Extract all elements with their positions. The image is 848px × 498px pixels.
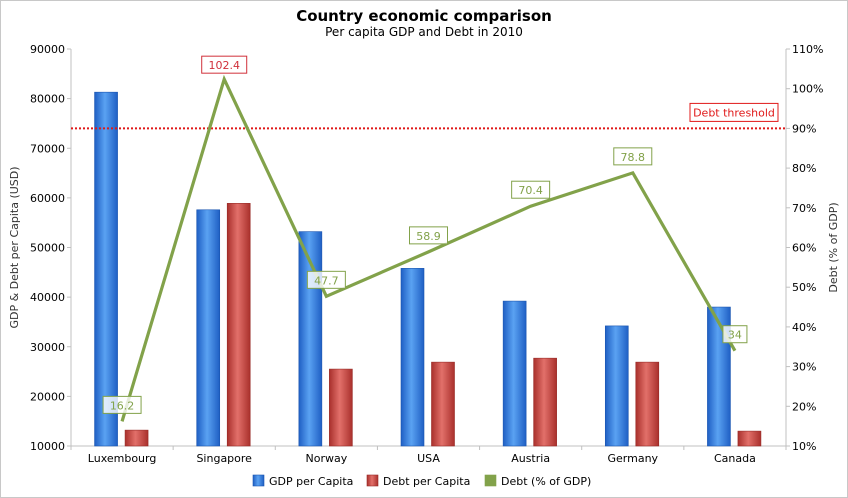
bar-debt [737,430,762,447]
right-tick-label: 20% [792,400,816,413]
left-tick-label: 90000 [30,43,65,56]
left-tick-label: 40000 [30,291,65,304]
data-label-box [511,180,551,199]
x-tick-label: Canada [714,452,756,465]
right-tick-label: 80% [792,162,816,175]
right-tick-label: 50% [792,281,816,294]
legend: GDP per Capita Debt per Capita Debt (% of … [252,474,591,488]
data-label-box [613,147,653,166]
right-tick-label: 40% [792,321,816,334]
right-tick-label: 30% [792,361,816,374]
bar-debt [533,357,557,447]
left-tick-label: 30000 [30,341,65,354]
legend-swatch [252,474,265,487]
data-label: 47.7 [314,274,339,287]
legend-label: GDP per Capita [269,475,353,488]
legend-label: Debt per Capita [383,475,470,488]
bar-gdp [604,325,629,447]
left-tick-label: 50000 [30,242,65,255]
left-tick-label: 60000 [30,192,65,205]
x-tick-label: USA [417,452,440,465]
right-tick-label: 70% [792,202,816,215]
left-tick-label: 10000 [30,440,65,453]
data-label: 78.8 [621,151,646,164]
right-tick-label: 100% [792,83,823,96]
data-label: 16.2 [110,399,135,412]
left-axis-title: GDP & Debt per Capita (USD) [8,166,21,328]
data-label-box [409,226,448,245]
left-tick-label: 80000 [30,93,65,106]
data-label-box [306,270,346,289]
data-label: 58.9 [416,230,441,243]
x-tick-label: Germany [608,452,659,465]
chart-subtitle: Per capita GDP and Debt in 2010 [325,25,523,39]
threshold-label-box [689,102,779,122]
data-label-box [102,395,142,414]
data-label: 102.4 [208,59,240,72]
bar-debt [329,368,353,447]
left-tick-label: 70000 [30,142,65,155]
data-label: 70.4 [518,184,543,197]
bar-gdp [196,209,221,447]
bars-layer [94,91,762,447]
right-tick-label: 110% [792,43,823,56]
data-label: 34 [728,329,742,342]
threshold-layer: Debt threshold [71,102,786,130]
bar-debt [226,203,251,447]
legend-swatch [366,474,379,487]
chart-title: Country economic comparison [296,7,552,25]
x-tick-label: Austria [511,452,550,465]
data-label-box [722,325,748,344]
debt-pct-line [120,74,737,422]
right-tick-label: 10% [792,440,816,453]
line-layer [120,74,737,422]
legend-label: Debt (% of GDP) [501,475,591,488]
bar-gdp [400,268,425,447]
right-axis-title: Debt (% of GDP) [827,202,840,292]
legend-swatch [484,474,497,487]
bar-debt [635,361,660,447]
right-tick-label: 60% [792,242,816,255]
data-label-box [201,55,248,74]
right-tick-label: 90% [792,122,816,135]
axes-layer: 10000 20000 30000 40000 50000 60000 70000 80000… [8,43,840,465]
bar-debt [431,361,455,447]
bar-gdp [94,91,118,447]
left-tick-label: 20000 [30,390,65,403]
bar-debt [124,429,149,447]
threshold-label: Debt threshold [693,106,775,119]
bar-gdp [502,300,527,447]
labels-layer: 16.2 102.4 47.7 58.9 70.4 78.8 34 [102,55,748,414]
x-tick-label: Singapore [196,452,252,465]
x-tick-label: Norway [305,452,347,465]
x-tick-label: Luxembourg [88,452,157,465]
